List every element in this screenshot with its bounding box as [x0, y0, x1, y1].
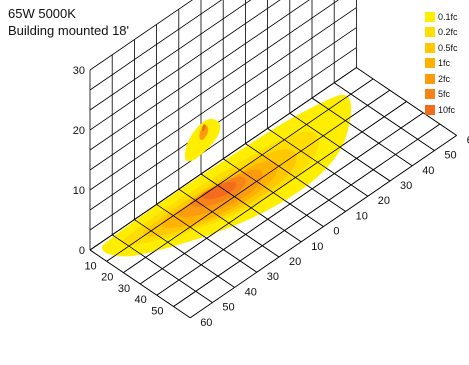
legend-swatch	[425, 104, 435, 115]
floor-grid-line	[356, 67, 457, 136]
legend: 0.1fc 0.2fc 0.5fc 1fc 2fc 5fc 10fc	[425, 9, 458, 118]
depth-tick-label: 30	[267, 271, 279, 283]
chart-title: 65W 5000K	[8, 6, 76, 21]
contour-0.1fc-blob	[184, 118, 221, 162]
legend-swatch	[425, 42, 435, 53]
floor-grid-line	[178, 188, 280, 258]
front-tick-label: 20	[101, 272, 113, 284]
depth-tick-label: 50	[444, 150, 456, 162]
legend-swatch	[425, 89, 435, 100]
depth-tick-label: 10	[356, 210, 368, 222]
vertical-tick-label: 20	[73, 125, 85, 137]
legend-item: 1fc	[425, 56, 458, 72]
legend-item: 5fc	[425, 87, 458, 103]
vertical-tick-label: 30	[73, 65, 85, 77]
wall-grid-line	[89, 0, 281, 131]
legend-swatch	[425, 73, 435, 84]
depth-tick-label: 50	[222, 302, 234, 314]
wall-grid-line	[89, 0, 339, 171]
floor-grid-line	[134, 219, 235, 288]
depth-tick-label: 40	[422, 165, 434, 177]
legend-item: 0.1fc	[425, 9, 458, 25]
legend-label: 0.1fc	[438, 11, 458, 22]
front-tick-label: 30	[118, 283, 130, 295]
wall-grid-line	[89, 7, 357, 191]
chart-subtitle: Building mounted 18'	[8, 23, 130, 38]
legend-label: 0.5fc	[438, 42, 458, 53]
floor-grid-line	[311, 97, 413, 167]
floor-grid-line	[267, 128, 369, 197]
depth-tick-label: 40	[245, 286, 257, 298]
illuminance-contours	[101, 94, 352, 257]
front-tick-label: 10	[84, 260, 96, 272]
legend-label: 2fc	[438, 73, 451, 84]
depth-tick-label: 60	[467, 134, 469, 146]
floor-grid-line	[222, 158, 324, 227]
legend-label: 1fc	[438, 58, 451, 69]
legend-swatch	[425, 58, 435, 69]
depth-tick-label: 30	[400, 180, 412, 192]
legend-label: 5fc	[438, 89, 451, 100]
legend-item: 0.5fc	[425, 40, 458, 56]
floor-grid-line	[111, 234, 213, 303]
depth-tick-label: 10	[311, 241, 323, 253]
wall-grid-line	[89, 0, 310, 151]
legend-swatch	[425, 27, 435, 38]
legend-label: 0.2fc	[438, 27, 458, 38]
wall-grid-line	[89, 27, 357, 211]
front-tick-label: 50	[151, 306, 163, 318]
legend-item: 10fc	[425, 102, 458, 118]
legend-item: 2fc	[425, 71, 458, 87]
vertical-tick-label: 0	[79, 245, 85, 257]
vertical-tick-label: 10	[73, 185, 85, 197]
wall-grid-line	[89, 0, 252, 111]
wall-grid-line	[89, 0, 223, 91]
wall-grid-line	[89, 0, 193, 71]
legend-label: 10fc	[438, 104, 456, 115]
contour-blob-peak	[201, 124, 206, 131]
floor-grid-line	[289, 112, 391, 182]
floor-grid-line	[200, 173, 302, 243]
wall-grid-line	[89, 47, 357, 231]
axis-tick-labels: 0 10 20 30 10 20 30 40 50 60 50 40 30 20 10 0 10 20 30 40 50…	[73, 65, 469, 329]
floor-grid-overlay	[89, 67, 457, 319]
floor-grid-line	[333, 82, 435, 151]
floor-grid-line	[89, 249, 191, 319]
depth-tick-label: 60	[200, 317, 212, 329]
depth-tick-label: 20	[289, 256, 301, 268]
floor-grid-line	[245, 143, 346, 212]
floor-grid-line	[156, 204, 258, 273]
front-tick-label: 40	[135, 294, 147, 306]
contour-10fc	[201, 181, 237, 200]
depth-tick-label: 20	[378, 195, 390, 207]
legend-swatch	[425, 11, 435, 22]
legend-item: 0.2fc	[425, 25, 458, 41]
depth-tick-label: 0	[333, 226, 339, 238]
